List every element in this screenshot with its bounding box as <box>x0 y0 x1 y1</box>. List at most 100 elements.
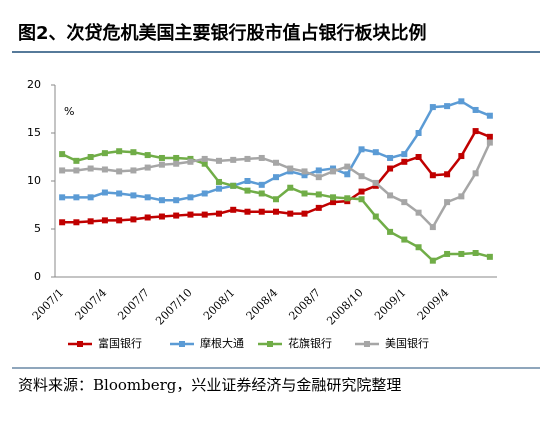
series-marker <box>415 209 422 216</box>
series-marker <box>387 228 394 235</box>
series-marker <box>215 178 222 185</box>
series-marker <box>116 190 123 197</box>
series-marker <box>315 204 322 211</box>
series-marker <box>458 250 465 257</box>
series-marker <box>486 253 493 260</box>
series-marker <box>87 194 94 201</box>
series-marker <box>116 217 123 224</box>
legend-label: 花旗银行 <box>288 336 332 350</box>
series-marker <box>372 149 379 156</box>
series-marker <box>372 213 379 220</box>
series-marker <box>273 196 279 203</box>
series-marker <box>144 214 151 221</box>
series-marker <box>315 167 322 174</box>
series-marker <box>258 154 265 161</box>
series-marker <box>73 157 80 164</box>
x-tick-label: 2007/4 <box>73 286 110 323</box>
legend-swatch <box>267 341 273 347</box>
series-marker <box>130 149 137 156</box>
series-marker <box>472 250 479 256</box>
series-marker <box>130 216 137 223</box>
y-tick-label: 15 <box>27 126 41 139</box>
series-marker <box>330 194 337 201</box>
series-marker <box>215 185 222 192</box>
series-marker <box>344 195 351 202</box>
series-marker <box>387 192 394 199</box>
series-marker <box>59 219 66 226</box>
series-marker <box>201 211 208 218</box>
series-marker <box>358 188 365 195</box>
legend-label: 富国银行 <box>98 336 142 350</box>
x-tick-label: 2007/10 <box>153 286 195 328</box>
series-marker <box>458 98 465 105</box>
series-marker <box>187 158 194 165</box>
series-marker <box>287 165 294 172</box>
series-marker <box>486 139 493 146</box>
series-marker <box>116 148 123 155</box>
series-marker <box>73 167 80 174</box>
series-marker <box>401 236 408 243</box>
series-marker <box>458 153 465 160</box>
series-marker <box>258 208 265 215</box>
chart-title: 图2、次贷危机美国主要银行股市值占银行板块比例 <box>18 22 427 44</box>
series-marker <box>158 213 165 220</box>
series-marker <box>215 210 222 217</box>
series-marker <box>458 193 465 200</box>
series-marker <box>401 158 408 165</box>
series-marker <box>244 208 251 215</box>
series-marker <box>158 154 165 161</box>
series-marker <box>273 174 279 181</box>
series-marker <box>230 156 237 163</box>
series-marker <box>273 159 279 166</box>
series-marker <box>73 219 80 226</box>
series-marker <box>472 170 479 177</box>
series-marker <box>258 190 265 197</box>
series-marker <box>472 128 479 135</box>
series-marker <box>158 161 165 168</box>
series-marker <box>101 217 108 224</box>
series-marker <box>372 179 379 186</box>
series-marker <box>144 152 151 159</box>
series-marker <box>230 206 237 213</box>
series-marker <box>444 250 451 257</box>
y-tick-label: 5 <box>34 222 41 235</box>
series-marker <box>59 167 66 174</box>
series-marker <box>130 192 137 199</box>
series-marker <box>187 194 194 201</box>
series-marker <box>301 190 308 197</box>
series-marker <box>244 178 251 184</box>
legend-swatch <box>77 341 83 347</box>
series-marker <box>429 257 436 264</box>
series-marker <box>273 208 279 215</box>
series-marker <box>358 146 365 153</box>
series-marker <box>101 166 108 173</box>
series-marker <box>444 199 451 206</box>
x-tick-label: 2009/4 <box>415 286 452 323</box>
series-marker <box>201 155 208 162</box>
series-marker <box>158 197 165 204</box>
series-marker <box>187 211 194 218</box>
series-marker <box>301 168 308 175</box>
series-marker <box>472 106 479 113</box>
series-marker <box>130 167 137 174</box>
legend-label: 摩根大通 <box>200 336 244 350</box>
x-tick-label: 2007/1 <box>30 286 67 323</box>
series-marker <box>344 163 351 170</box>
series-marker <box>287 184 294 191</box>
series-marker <box>87 154 94 160</box>
x-tick-label: 2008/1 <box>201 286 238 323</box>
series-marker <box>59 194 66 201</box>
series-marker <box>301 172 308 179</box>
series-marker <box>59 151 66 158</box>
series-marker <box>415 130 422 136</box>
series-marker <box>215 157 222 164</box>
series-marker <box>415 154 422 160</box>
x-tick-label: 2008/4 <box>244 286 281 323</box>
series-marker <box>444 103 451 110</box>
series-marker <box>287 210 294 217</box>
series-marker <box>144 194 151 201</box>
series-marker <box>73 194 80 201</box>
series-marker <box>101 189 108 196</box>
series-marker <box>401 199 408 206</box>
